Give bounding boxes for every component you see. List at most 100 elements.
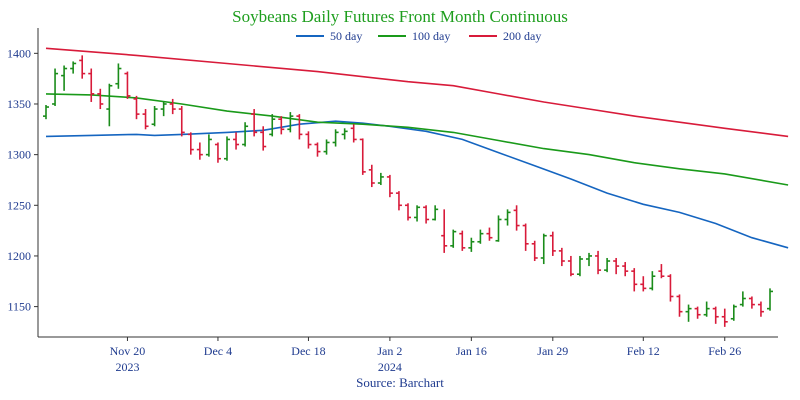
- ohlc-bar: [540, 233, 547, 265]
- ohlc-bar: [531, 240, 538, 262]
- ohlc-bar: [305, 131, 312, 149]
- ohlc-bar: [115, 63, 122, 89]
- ohlc-bar: [269, 114, 276, 137]
- x-axis-ticks: Nov 20 2023 Dec 4 Dec 18 Jan 2 2024 Jan 16 Jan …: [110, 337, 741, 374]
- ohlc-bar: [205, 134, 212, 157]
- ohlc-bar: [332, 129, 339, 147]
- ohlc-bar: [703, 301, 710, 317]
- ohlc-bar: [151, 106, 158, 127]
- ohlc-bar: [196, 142, 203, 160]
- x-tick-label: Dec 4: [204, 344, 232, 358]
- y-tick-label: 1300: [7, 148, 31, 162]
- ohlc-bar: [423, 205, 430, 224]
- ohlc-bar: [61, 65, 68, 91]
- series-line-50-day: [45, 120, 789, 249]
- ohlc-bar: [549, 231, 556, 256]
- chart-legend: 50 day 100 day 200 day: [296, 29, 541, 43]
- x-tick-label: Jan 2: [377, 344, 402, 358]
- ohlc-bar: [495, 215, 502, 242]
- ohlc-bar: [79, 55, 86, 79]
- ohlc-bar: [88, 68, 95, 102]
- ohlc-bar: [350, 124, 357, 143]
- ohlc-bar: [504, 209, 511, 226]
- ohlc-bar: [224, 136, 230, 161]
- ohlc-bar: [513, 205, 520, 231]
- ohlc-bar: [459, 230, 466, 251]
- ohlc-bars: [43, 55, 773, 327]
- series-line-100-day: [45, 93, 789, 186]
- ohlc-bar: [70, 61, 77, 74]
- ohlc-bar: [359, 138, 366, 175]
- y-tick-label: 1250: [7, 198, 31, 212]
- ohlc-bar: [377, 172, 384, 186]
- ohlc-bar: [567, 255, 574, 277]
- ohlc-bar: [169, 98, 176, 115]
- ohlc-bar: [757, 301, 764, 317]
- ohlc-bar: [52, 68, 59, 107]
- source-label: Source: Barchart: [356, 375, 444, 390]
- ohlc-bar: [323, 139, 330, 155]
- ohlc-bar: [341, 128, 348, 140]
- ohlc-bar: [667, 274, 674, 302]
- ohlc-bar: [278, 116, 285, 135]
- ohlc-bar: [97, 88, 104, 110]
- ohlc-bar: [233, 132, 240, 150]
- ohlc-bar: [296, 114, 303, 140]
- x-tick-label: Jan 29: [537, 344, 568, 358]
- legend-item: 200 day: [469, 29, 541, 43]
- ohlc-bar: [405, 203, 411, 221]
- ohlc-bar: [558, 247, 565, 267]
- ohlc-bar: [595, 250, 602, 275]
- ohlc-bar: [395, 191, 402, 211]
- ohlc-bar: [43, 104, 49, 120]
- y-axis-ticks: 1150 1200 1250 1300 1350 1400: [7, 46, 38, 314]
- ohlc-bar: [441, 209, 448, 253]
- ohlc-bar: [386, 174, 393, 198]
- legend-label: 200 day: [503, 29, 541, 43]
- legend-item: 50 day: [296, 29, 362, 43]
- chart-title: Soybeans Daily Futures Front Month Conti…: [232, 7, 568, 26]
- ohlc-bar: [106, 83, 113, 127]
- ohlc-bar: [640, 276, 647, 292]
- ohlc-bar: [586, 252, 592, 267]
- ohlc-bar: [432, 205, 439, 221]
- ohlc-bar: [242, 122, 249, 147]
- ohlc-bar: [712, 306, 719, 324]
- ohlc-bar: [694, 306, 701, 319]
- legend-item: 100 day: [378, 29, 450, 43]
- ohlc-bar: [676, 294, 683, 317]
- ohlc-bar: [468, 237, 475, 252]
- ohlc-bar: [576, 255, 583, 277]
- ohlc-bar: [730, 304, 737, 321]
- moving-average-lines: [45, 47, 789, 249]
- x-tick-label: Feb 26: [708, 344, 741, 358]
- x-tick-label: Nov 20: [110, 344, 146, 358]
- ohlc-bar: [251, 109, 258, 137]
- ohlc-bar: [314, 142, 321, 157]
- ohlc-bar: [287, 112, 294, 133]
- ohlc-bar: [604, 257, 611, 273]
- ohlc-bar: [414, 205, 421, 222]
- ohlc-bar: [368, 164, 375, 188]
- x-tick-year-label: 2024: [378, 360, 402, 374]
- ohlc-bar: [649, 271, 656, 291]
- ohlc-bar: [739, 291, 746, 307]
- x-tick-label: Dec 18: [291, 344, 325, 358]
- y-tick-label: 1400: [7, 46, 31, 60]
- x-tick-year-label: 2023: [115, 360, 139, 374]
- ohlc-bar: [613, 257, 620, 275]
- ohlc-bar: [178, 106, 185, 137]
- ohlc-bar: [124, 71, 131, 99]
- ohlc-bar: [748, 296, 755, 309]
- y-tick-label: 1200: [7, 249, 31, 263]
- ohlc-bar: [522, 223, 529, 251]
- x-tick-label: Jan 16: [456, 344, 487, 358]
- y-tick-label: 1150: [7, 300, 31, 314]
- legend-label: 50 day: [330, 29, 362, 43]
- ohlc-bar: [658, 264, 665, 279]
- ohlc-bar: [160, 101, 167, 117]
- series-line-200-day: [45, 47, 789, 138]
- ohlc-bar: [133, 95, 140, 120]
- ohlc-bar: [622, 262, 629, 277]
